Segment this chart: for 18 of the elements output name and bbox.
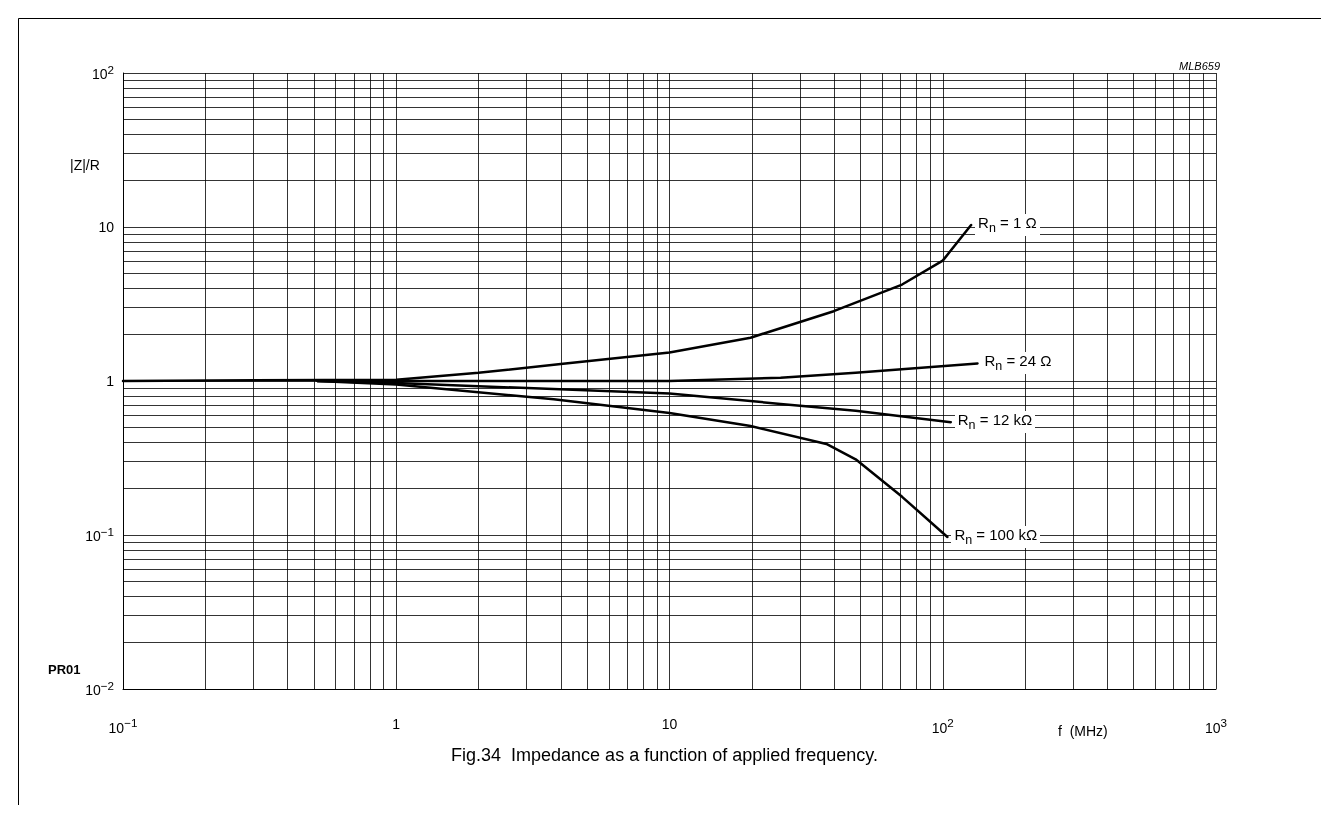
series-label: R$_{n}$ = 24 Ω — [981, 352, 1055, 375]
y-tick-label: 1 — [106, 372, 114, 390]
text: Fig.34 Impedance as a function of applied frequency. — [451, 745, 878, 765]
y-tick-label: 10$^{2}$ — [91, 62, 114, 84]
series-label: R$_{n}$ = 1 Ω — [975, 214, 1040, 237]
text: MLB659 — [1179, 59, 1221, 72]
y-tick-label: 10$^{−2}$ — [85, 678, 114, 700]
x-tick-label: 10$^{3}$ — [1204, 716, 1228, 737]
y-axis-title: |Z|/R — [70, 157, 100, 173]
y-tick-label: 10$^{−1}$ — [85, 524, 114, 546]
text: PR01 — [48, 662, 81, 677]
y-tick-label: 10 — [98, 218, 114, 236]
x-tick-label: 10 — [661, 716, 678, 733]
x-axis-title: f (MHz) — [1058, 723, 1108, 739]
series-label: R$_{n}$ = 12 kΩ — [954, 411, 1036, 434]
x-tick-label: 10$^{2}$ — [931, 716, 954, 737]
series-label: R$_{n}$ = 100 kΩ — [951, 526, 1041, 549]
x-tick-label: 1 — [392, 716, 401, 733]
